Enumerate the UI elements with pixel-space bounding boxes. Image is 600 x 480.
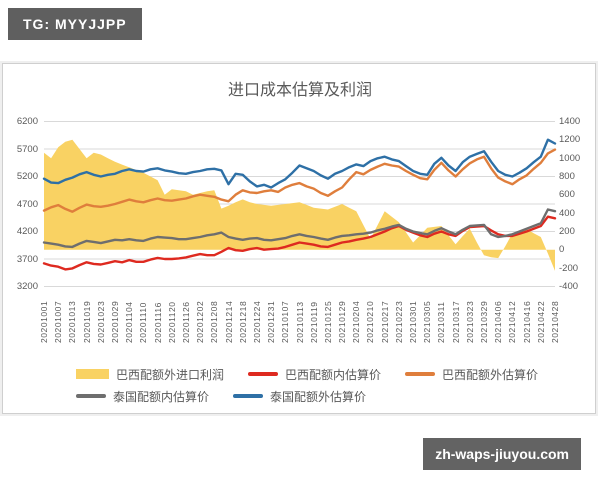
x-axis-tick-label: 20210217 xyxy=(379,300,390,343)
area-swatch-icon xyxy=(76,369,109,379)
right-axis-tick-label: 1200 xyxy=(559,134,581,146)
right-axis-tick-label: 400 xyxy=(559,207,575,219)
line-series-2 xyxy=(42,148,557,213)
x-axis-tick-label: 20210406 xyxy=(493,300,504,343)
telegram-badge: TG: MYYJJPP xyxy=(8,8,142,40)
left-axis-tick-label: 3200 xyxy=(16,281,38,292)
x-axis-tick-label: 20201208 xyxy=(209,300,220,343)
x-axis-tick-label: 20210416 xyxy=(521,300,532,343)
x-axis-tick-label: 20210107 xyxy=(280,300,291,343)
right-axis-tick-label: 800 xyxy=(559,171,575,182)
legend-label: 泰国配额内估算价 xyxy=(113,389,210,404)
x-axis-tick-label: 20201218 xyxy=(237,300,248,343)
line-series-4 xyxy=(42,138,557,189)
legend-label: 巴西配额内估算价 xyxy=(285,367,382,382)
line-series-3 xyxy=(42,208,557,249)
telegram-badge-text: TG: MYYJJPP xyxy=(23,16,127,32)
right-axis-tick-label: 200 xyxy=(559,226,575,237)
legend-label: 巴西配额外进口利润 xyxy=(116,367,225,382)
left-axis-tick-label: 5700 xyxy=(16,143,38,155)
x-axis-tick-label: 20201001 xyxy=(39,300,49,343)
x-axis-tick-label: 20201013 xyxy=(67,300,78,343)
legend-row-1: 巴西配额外进口利润 巴西配额内估算价 巴西配额外估算价 xyxy=(76,363,538,385)
line-swatch-icon xyxy=(248,372,279,376)
x-axis-tick-label: 20201214 xyxy=(223,300,234,343)
legend-item-thailand-out-quota: 泰国配额外估算价 xyxy=(233,388,366,405)
x-axis-tick-label: 20210317 xyxy=(450,300,461,343)
x-axis-tick-label: 20210223 xyxy=(393,300,404,343)
x-axis-tick-label: 20201231 xyxy=(266,300,277,343)
x-axis-tick-label: 20201116 xyxy=(152,302,163,343)
left-axis-tick-label: 4700 xyxy=(16,198,38,210)
x-axis-tick-label: 20210311 xyxy=(436,301,447,343)
line-swatch-icon xyxy=(76,394,106,398)
legend-item-brazil-out-quota: 巴西配额外估算价 xyxy=(405,366,538,383)
right-axis-tick-label: 600 xyxy=(559,189,575,201)
line-swatch-icon xyxy=(405,372,436,376)
x-axis-tick-label: 20210301 xyxy=(408,300,419,343)
x-axis-tick-label: 20210422 xyxy=(535,300,546,343)
legend-label: 巴西配额外估算价 xyxy=(442,367,539,382)
x-axis-tick-label: 20201019 xyxy=(81,300,92,343)
left-axis-tick-label: 3700 xyxy=(16,253,38,265)
right-axis-tick-label: -200 xyxy=(559,262,579,274)
legend-row-2: 泰国配额内估算价 泰国配额外估算价 xyxy=(76,385,538,407)
legend-label: 泰国配额外估算价 xyxy=(270,389,367,404)
x-axis-tick-label: 20201202 xyxy=(195,300,206,343)
x-axis-tick-label: 20210305 xyxy=(422,300,433,343)
chart-title: 进口成本估算及利润 xyxy=(227,82,372,99)
x-axis-tick-label: 20201120 xyxy=(166,301,177,343)
x-axis-tick-label: 20201224 xyxy=(251,300,262,343)
legend-item-profit: 巴西配额外进口利润 xyxy=(76,366,224,383)
legend: 巴西配额外进口利润 巴西配额内估算价 巴西配额外估算价 泰国配额内估算价 泰国配… xyxy=(76,363,538,407)
right-axis-tick-label: 1000 xyxy=(559,152,581,164)
x-axis-tick-label: 20210210 xyxy=(365,300,376,343)
right-axis-tick-label: 0 xyxy=(559,244,565,256)
left-axis-tick-label: 4200 xyxy=(16,226,38,237)
x-axis-tick-label: 20210412 xyxy=(507,300,518,343)
left-axis-tick-label: 5200 xyxy=(16,171,38,182)
line-swatch-icon xyxy=(233,394,264,398)
x-axis-tick-label: 20201023 xyxy=(95,300,106,343)
x-axis-tick-label: 20201126 xyxy=(180,301,191,343)
right-axis-tick-label: 1400 xyxy=(559,116,581,127)
x-axis-tick-label: 20210125 xyxy=(322,300,333,343)
legend-item-thailand-in-quota: 泰国配额内估算价 xyxy=(76,388,209,405)
right-axis-tick-label: -400 xyxy=(559,281,579,292)
x-axis-tick-label: 20201104 xyxy=(124,301,135,343)
x-axis-tick-label: 20210428 xyxy=(550,300,560,343)
x-axis-tick-label: 20210323 xyxy=(464,300,475,343)
left-axis-tick-label: 6200 xyxy=(16,116,38,127)
x-axis-tick-label: 20201029 xyxy=(109,300,120,343)
legend-item-brazil-in-quota: 巴西配额内估算价 xyxy=(248,366,381,383)
x-axis-tick-label: 20201007 xyxy=(53,300,64,343)
watermark-text: zh-waps-jiuyou.com xyxy=(435,446,569,462)
x-axis-tick-label: 20210329 xyxy=(479,300,490,343)
x-axis-tick-label: 20210204 xyxy=(351,300,362,343)
x-axis-tick-label: 20201110 xyxy=(138,302,149,343)
x-axis-tick-label: 20210129 xyxy=(337,300,348,343)
watermark-badge: zh-waps-jiuyou.com xyxy=(423,438,581,470)
x-axis-tick-label: 20210113 xyxy=(294,301,305,343)
x-axis-tick-label: 20210119 xyxy=(308,301,319,343)
